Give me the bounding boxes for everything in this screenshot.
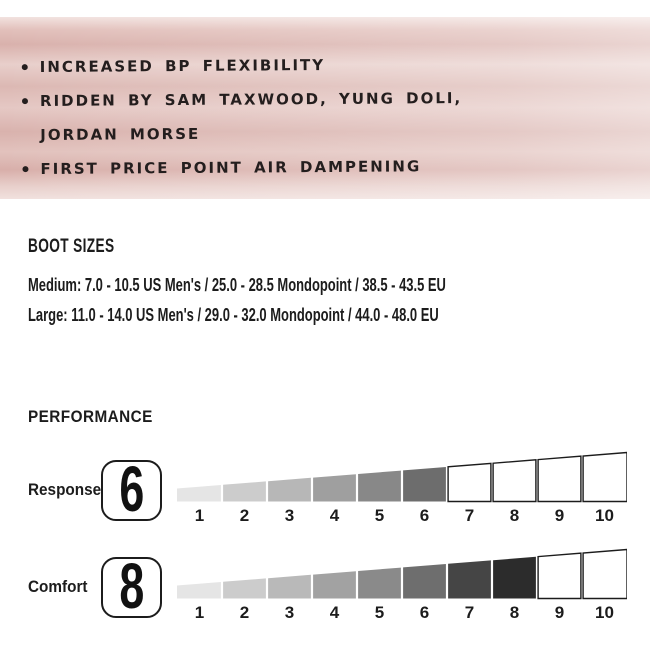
response-value: 6: [119, 452, 144, 525]
wedge-segment-filled: [177, 581, 221, 599]
response-wedge-chart: [177, 451, 628, 503]
wedge-segment-filled: [358, 470, 401, 502]
comfort-label: Comfort: [28, 577, 88, 596]
feature-list: INCREASED BP FLEXIBILITY RIDDEN BY SAM T…: [0, 15, 650, 187]
wedge-segment-filled: [493, 556, 536, 599]
scale-number: 3: [284, 506, 295, 525]
scale-number: 8: [509, 603, 520, 622]
scale-number: 7: [464, 506, 475, 525]
feature-banner: INCREASED BP FLEXIBILITY RIDDEN BY SAM T…: [0, 17, 650, 199]
boot-sizes-section: BOOT SIZES Medium: 7.0 - 10.5 US Men's /…: [28, 236, 628, 330]
boot-size-medium: Medium: 7.0 - 10.5 US Men's / 25.0 - 28.…: [28, 275, 446, 295]
wedge-segment-filled: [268, 574, 311, 599]
boot-sizes-heading: BOOT SIZES: [28, 236, 115, 257]
scale-number: 1: [194, 506, 205, 525]
feature-text: INCREASED BP FLEXIBILITY: [39, 55, 326, 76]
wedge-segment-empty: [447, 462, 492, 503]
bullet-icon: [21, 64, 28, 71]
scale-number: 10: [595, 603, 614, 622]
response-wedge: 1 2 3 4 5 6 7 8 9 10: [177, 451, 628, 529]
comfort-scale-numbers: 1 2 3 4 5 6 7 8 9 10: [177, 600, 627, 626]
scale-number: 1: [194, 603, 205, 622]
performance-heading: PERFORMANCE: [28, 407, 153, 426]
wedge-segment-filled: [448, 560, 491, 599]
wedge-segment-filled: [403, 466, 446, 502]
bullet-icon: [22, 166, 29, 173]
wedge-segment-filled: [223, 481, 266, 502]
bullet-icon: [21, 98, 29, 105]
scale-number: 2: [239, 603, 250, 622]
scale-number: 7: [464, 603, 475, 622]
feature-text: FIRST PRICE POINT AIR DAMPENING: [40, 157, 422, 178]
response-label: Response: [28, 480, 102, 499]
scale-number: 2: [239, 506, 250, 525]
feature-item: INCREASED BP FLEXIBILITY: [21, 46, 650, 84]
feature-item: FIRST PRICE POINT AIR DAMPENING: [22, 148, 650, 186]
scale-number: 9: [554, 603, 565, 622]
performance-row-response: Response 6 1 2 3 4 5 6 7 8 9 10: [28, 451, 628, 529]
scale-number: 10: [595, 506, 614, 525]
wedge-segment-filled: [268, 477, 311, 502]
wedge-segment-filled: [177, 484, 221, 502]
scale-number: 4: [329, 506, 340, 525]
wedge-segment-empty: [582, 548, 628, 600]
wedge-segment-filled: [358, 567, 401, 599]
wedge-segment-filled: [223, 578, 266, 599]
response-scale-numbers: 1 2 3 4 5 6 7 8 9 10: [177, 503, 627, 529]
wedge-segment-filled: [313, 474, 356, 502]
wedge-segment-empty: [582, 451, 628, 503]
wedge-segment-filled: [313, 571, 356, 599]
comfort-value: 8: [119, 549, 144, 622]
boot-size-large: Large: 11.0 - 14.0 US Men's / 29.0 - 32.…: [28, 305, 439, 325]
performance-chart: Response 6 1 2 3 4 5 6 7 8 9 10 Comfort 8 1 2 3 4 5 6 7…: [28, 451, 628, 626]
scale-number: 6: [419, 603, 430, 622]
scale-number: 5: [374, 603, 385, 622]
comfort-wedge-chart: [177, 548, 628, 600]
feature-text: JORDAN MORSE: [40, 124, 201, 144]
scale-number: 3: [284, 603, 295, 622]
feature-item-continuation: JORDAN MORSE: [22, 114, 650, 152]
feature-text: RIDDEN BY SAM TAXWOOD, YUNG DOLI,: [39, 89, 463, 110]
wedge-segment-empty: [492, 459, 537, 503]
performance-row-comfort: Comfort 8 1 2 3 4 5 6 7 8 9 10: [28, 548, 628, 626]
wedge-segment-empty: [537, 455, 582, 503]
wedge-segment-empty: [537, 552, 582, 600]
boot-sizes-list: Medium: 7.0 - 10.5 US Men's / 25.0 - 28.…: [28, 270, 628, 330]
scale-number: 5: [374, 506, 385, 525]
scale-number: 8: [509, 506, 520, 525]
scale-number: 9: [554, 506, 565, 525]
scale-number: 6: [419, 506, 430, 525]
response-value-box: 6: [101, 452, 162, 525]
feature-item: RIDDEN BY SAM TAXWOOD, YUNG DOLI,: [21, 80, 650, 118]
comfort-wedge: 1 2 3 4 5 6 7 8 9 10: [177, 548, 628, 626]
comfort-value-box: 8: [101, 549, 162, 622]
wedge-segment-filled: [403, 563, 446, 599]
scale-number: 4: [329, 603, 340, 622]
